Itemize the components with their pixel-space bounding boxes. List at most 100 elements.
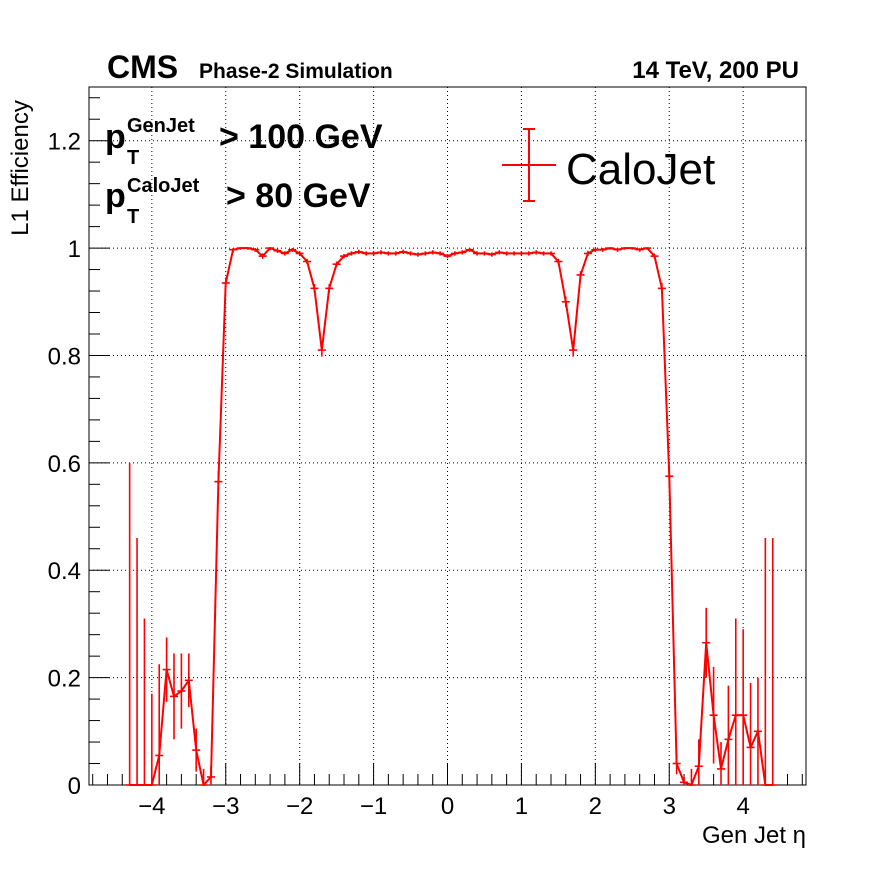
data-point [192, 728, 201, 772]
data-point [273, 248, 282, 253]
cut-calojet: p CaloJet T > 80 GeV [105, 175, 371, 228]
data-point [643, 247, 652, 250]
grid [89, 87, 806, 785]
data-point [421, 251, 430, 256]
data-point [325, 284, 334, 293]
data-point [147, 693, 156, 786]
data-point [524, 251, 533, 256]
data-point [229, 248, 238, 253]
data-point [436, 251, 445, 256]
data-point [724, 685, 733, 785]
data-point [280, 251, 289, 256]
y-tick-labels: 0 0.2 0.4 0.6 0.8 1 1.2 [48, 129, 81, 800]
data-point [413, 252, 422, 257]
data-point [665, 465, 674, 488]
data-point [288, 248, 297, 252]
data-point [317, 343, 326, 357]
data-point [236, 247, 245, 250]
data-point [399, 249, 408, 254]
data-point [332, 261, 341, 267]
legend: CaloJet [502, 128, 715, 202]
data-point [576, 271, 585, 279]
series-line [129, 247, 773, 786]
data-point [753, 677, 762, 785]
data-point [716, 742, 725, 785]
x-tick-label: −4 [138, 793, 165, 820]
data-point [155, 664, 164, 785]
conditions-label: 14 TeV, 200 PU [632, 57, 799, 84]
data-point [266, 247, 275, 251]
x-tick-label: 2 [589, 793, 602, 820]
data-point [206, 766, 215, 785]
cut-superscript: GenJet [127, 115, 195, 137]
data-point [214, 470, 223, 493]
data-point [657, 282, 666, 294]
data-point [251, 248, 260, 252]
data-point [495, 250, 504, 255]
x-tick-label: 0 [441, 793, 454, 820]
data-point [450, 251, 459, 256]
data-point [635, 248, 644, 252]
data-point [443, 253, 452, 259]
x-tick-label: −3 [212, 793, 239, 820]
data-point [761, 538, 770, 786]
data-point [369, 251, 378, 256]
data-point [539, 251, 548, 256]
data-point [177, 653, 186, 729]
data-point [295, 251, 304, 256]
data-point [502, 251, 511, 256]
data-point [694, 739, 703, 785]
y-tick-label: 0.2 [48, 666, 81, 693]
data-point [709, 666, 718, 764]
data-point [303, 258, 312, 265]
cut-threshold: > 80 GeV [226, 177, 371, 215]
data-point [591, 248, 600, 252]
data-point [473, 251, 482, 256]
legend-label: CaloJet [566, 145, 715, 194]
data-point [554, 258, 563, 265]
data-point [746, 682, 755, 785]
y-tick-label: 0.8 [48, 343, 81, 370]
data-point [221, 277, 230, 289]
data-point [672, 752, 681, 775]
data-point [583, 250, 592, 257]
data-point [340, 253, 349, 259]
x-tick-label: 1 [515, 793, 528, 820]
data-point [687, 768, 696, 786]
cut-threshold: > 100 GeV [219, 118, 383, 156]
data-point [310, 284, 319, 293]
data-point [347, 251, 356, 256]
data-point [428, 250, 437, 255]
y-tick-label: 1 [68, 236, 81, 263]
data-point [170, 653, 179, 740]
data-point [532, 250, 541, 255]
x-tick-label: 4 [736, 793, 749, 820]
axis-ticks [89, 97, 803, 786]
data-point [391, 251, 400, 256]
data-point [384, 251, 393, 256]
data-point [140, 618, 149, 786]
data-point [606, 247, 615, 250]
status-label: Phase-2 Simulation [199, 60, 393, 83]
data-point [613, 248, 622, 252]
cut-subscript: T [127, 147, 139, 169]
data-point [258, 253, 267, 259]
y-tick-label: 0.4 [48, 558, 81, 585]
cut-superscript: CaloJet [127, 175, 200, 197]
data-point [487, 252, 496, 257]
data-point [510, 251, 519, 256]
cut-subscript: T [127, 206, 139, 228]
data-point [561, 296, 570, 308]
data-point [680, 776, 689, 785]
data-point [184, 653, 193, 708]
x-axis-label: Gen Jet η [702, 822, 806, 849]
y-tick-label: 0 [68, 773, 81, 800]
cut-genjet: p GenJet T > 100 GeV [105, 115, 383, 169]
data-point [546, 251, 555, 256]
data-point [362, 251, 371, 256]
data-point [702, 607, 711, 678]
data-point [739, 629, 748, 785]
data-point [125, 462, 134, 786]
data-point [620, 247, 629, 250]
